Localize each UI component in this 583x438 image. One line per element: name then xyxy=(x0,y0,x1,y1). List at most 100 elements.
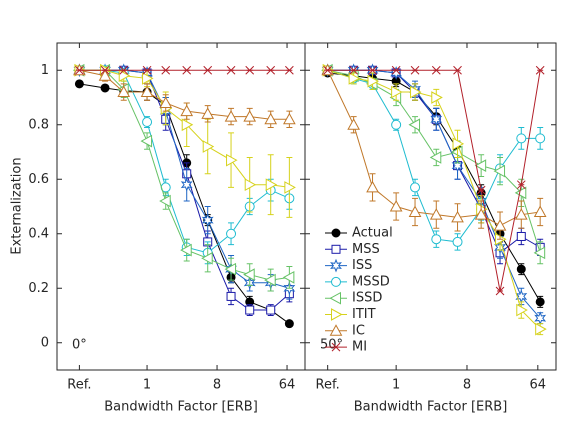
marker xyxy=(202,140,215,153)
axes-box xyxy=(304,42,557,371)
marker xyxy=(533,246,546,260)
marker xyxy=(431,91,443,104)
marker xyxy=(265,178,278,192)
marker xyxy=(180,104,194,117)
x-tick-label: 8 xyxy=(213,378,221,393)
annotation: 0° xyxy=(72,338,87,353)
legend-label: ISS xyxy=(352,258,372,273)
marker xyxy=(98,69,112,81)
marker xyxy=(516,264,526,274)
marker xyxy=(410,182,421,193)
marker xyxy=(245,305,255,315)
marker xyxy=(140,85,154,98)
marker xyxy=(180,177,193,192)
legend-label: MI xyxy=(352,340,367,355)
marker xyxy=(451,158,464,173)
x-tick-label: 1 xyxy=(143,378,151,393)
marker xyxy=(180,243,192,257)
y-tick-label: 0.8 xyxy=(28,117,49,132)
legend-marker xyxy=(331,244,341,254)
marker xyxy=(264,112,278,125)
marker xyxy=(243,110,257,122)
marker xyxy=(159,96,173,108)
marker xyxy=(474,159,487,172)
marker xyxy=(140,134,153,148)
y-tick-label: 0.2 xyxy=(28,281,49,296)
marker xyxy=(408,205,422,217)
marker xyxy=(245,65,255,75)
marker xyxy=(453,65,462,75)
y-tick-label: 0.6 xyxy=(28,172,49,187)
marker xyxy=(431,65,441,75)
legend-marker xyxy=(331,228,341,238)
marker xyxy=(100,65,110,75)
marker xyxy=(264,273,276,287)
marker xyxy=(389,199,403,212)
marker xyxy=(516,133,527,144)
marker xyxy=(159,194,171,208)
legend-label: ISSD xyxy=(352,291,382,306)
marker xyxy=(285,65,294,75)
marker xyxy=(283,112,296,125)
legend-label: MSSD xyxy=(352,274,390,289)
x-tick-label: Ref. xyxy=(67,378,91,393)
x-tick-label: 8 xyxy=(463,378,471,393)
marker xyxy=(430,112,443,127)
marker xyxy=(284,319,294,329)
marker xyxy=(367,74,380,88)
marker xyxy=(535,133,546,144)
marker xyxy=(74,79,84,89)
marker xyxy=(452,236,463,247)
marker xyxy=(100,83,110,93)
marker xyxy=(366,180,379,193)
x-tick-label: 1 xyxy=(392,378,400,393)
marker xyxy=(514,208,528,220)
marker xyxy=(226,153,238,167)
marker xyxy=(452,137,465,151)
marker xyxy=(493,164,506,178)
x-tick-label: 64 xyxy=(530,378,547,393)
legend-marker xyxy=(330,258,342,273)
marker xyxy=(368,65,377,75)
marker xyxy=(429,208,443,220)
marker xyxy=(266,65,276,75)
x-tick-label: Ref. xyxy=(316,378,340,393)
marker xyxy=(224,110,238,122)
marker xyxy=(535,65,545,75)
marker xyxy=(226,228,237,239)
marker xyxy=(410,65,420,75)
marker xyxy=(266,305,276,315)
marker xyxy=(474,208,488,220)
marker xyxy=(391,65,401,75)
marker xyxy=(201,213,214,227)
x-axis-label: Bandwidth Factor [ERB] xyxy=(354,400,508,415)
marker xyxy=(514,186,527,200)
marker xyxy=(142,72,154,85)
marker xyxy=(516,303,528,317)
marker xyxy=(224,262,237,276)
y-tick-label: 0 xyxy=(41,335,49,350)
marker xyxy=(431,234,442,245)
marker xyxy=(201,251,213,265)
legend-label: Actual xyxy=(352,226,393,241)
y-tick-label: 1 xyxy=(41,63,49,78)
x-tick-label: 64 xyxy=(279,378,296,393)
marker xyxy=(284,181,296,194)
legend-label: ITIT xyxy=(352,307,376,322)
marker xyxy=(119,65,129,75)
legend-label: IC xyxy=(352,323,365,338)
marker xyxy=(282,271,295,284)
marker xyxy=(535,322,547,336)
marker xyxy=(408,118,421,132)
legend-marker xyxy=(331,342,341,352)
legend-label: MSS xyxy=(352,242,380,257)
marker xyxy=(347,118,360,130)
marker xyxy=(429,151,442,164)
marker xyxy=(493,219,507,231)
legend-marker xyxy=(329,324,343,336)
marker xyxy=(226,291,236,301)
marker xyxy=(244,178,257,192)
marker xyxy=(451,210,464,223)
